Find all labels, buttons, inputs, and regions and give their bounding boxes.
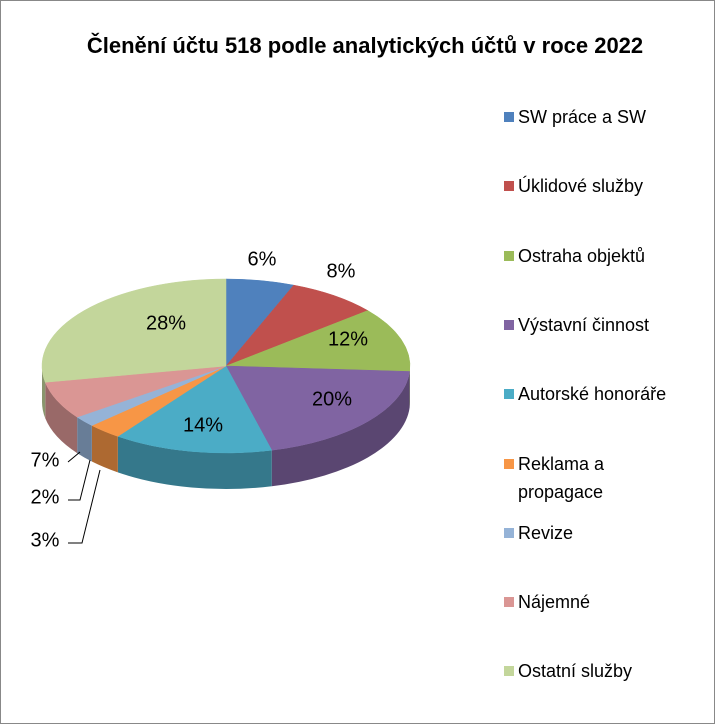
slice-side (42, 366, 46, 419)
slice (225, 365, 410, 451)
legend-label: Ostatní služby (518, 661, 633, 682)
slice (225, 310, 411, 372)
legend-swatch (504, 666, 514, 677)
legend-swatch (504, 181, 514, 192)
legend-label: SW práce a SW (518, 107, 647, 127)
legend-label: Výstavní činnost (518, 314, 650, 335)
slice-side (271, 371, 410, 487)
legend-label: Revize (518, 522, 574, 543)
legend-swatch (504, 458, 514, 469)
data-label: 12% (328, 328, 368, 350)
data-label: 14% (183, 414, 223, 436)
data-label: 20% (312, 388, 352, 410)
legend-swatch (504, 250, 514, 261)
slice (225, 284, 369, 367)
data-label: 8% (327, 260, 356, 282)
slice (41, 278, 227, 383)
slice-side (117, 436, 272, 489)
data-label: 6% (248, 248, 277, 270)
chart-title: Členění účtu 518 podle analytických účtů… (86, 33, 644, 58)
legend-label: Úklidové služby (518, 176, 644, 197)
legend-swatch (504, 527, 514, 538)
legend-swatch (504, 319, 514, 330)
slice-side (45, 382, 78, 454)
legend-swatch (504, 112, 514, 122)
data-label: 2% (31, 486, 60, 508)
leader-line (67, 451, 81, 463)
data-label: 7% (31, 449, 60, 471)
slice (117, 365, 273, 454)
legend-label: Autorské honoráře (518, 384, 667, 405)
slice-side (91, 425, 118, 473)
legend-label: Reklama a propagace (518, 453, 605, 502)
slice-side (77, 417, 92, 462)
data-label: 28% (146, 312, 186, 334)
leader-line (68, 459, 91, 501)
leader-line (68, 469, 101, 544)
legend-label: Ostraha objektů (518, 245, 646, 266)
legend-swatch (504, 597, 514, 608)
legend-swatch (504, 389, 514, 400)
data-label: 3% (31, 529, 60, 551)
legend-label: Nájemné (518, 592, 591, 613)
